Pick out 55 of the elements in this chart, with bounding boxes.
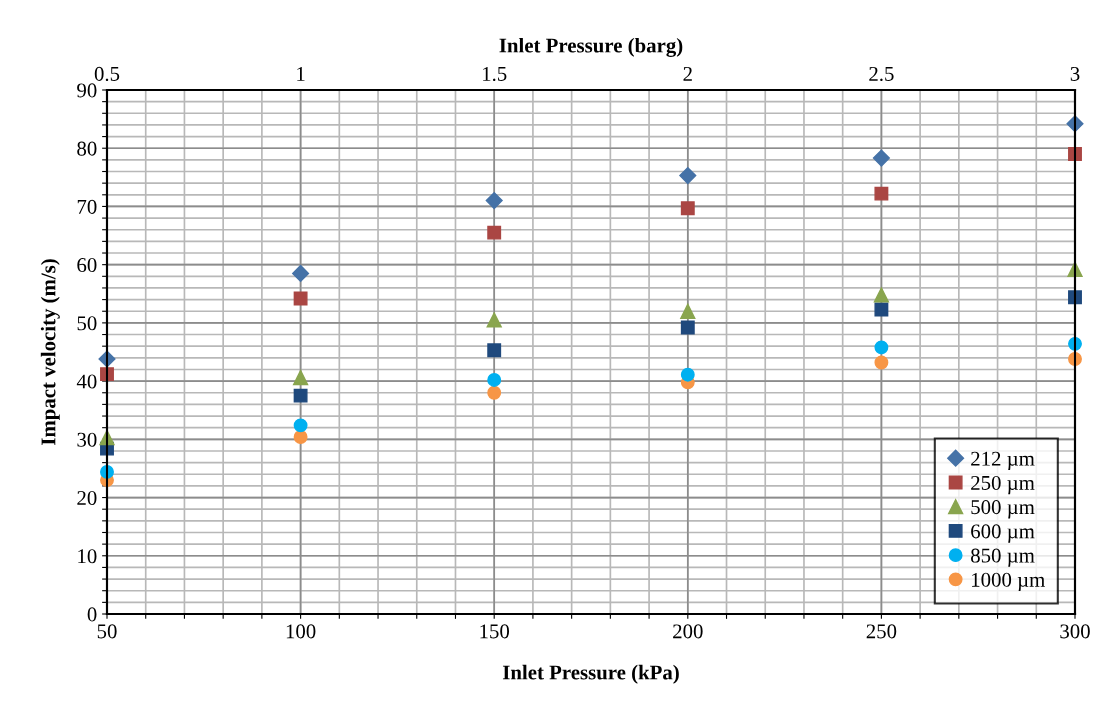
point bbox=[679, 167, 697, 185]
y-tick-label: 40 bbox=[76, 374, 97, 389]
x-tick-label: 150 bbox=[480, 624, 510, 639]
point bbox=[293, 291, 308, 306]
point bbox=[874, 355, 889, 370]
legend-label: 212 µm bbox=[971, 451, 1035, 470]
x2-tick-label: 0.5 bbox=[94, 66, 120, 81]
point bbox=[872, 149, 890, 167]
legend-label: 1000 µm bbox=[972, 572, 1045, 592]
x-axis-title: Inlet Pressure (kPa) bbox=[502, 664, 679, 684]
legend-label: 500 µm bbox=[971, 500, 1035, 519]
point bbox=[487, 343, 502, 358]
y-tick-label: 10 bbox=[78, 549, 97, 564]
point bbox=[487, 385, 502, 400]
y-tick-label: 20 bbox=[77, 490, 97, 505]
point bbox=[680, 303, 696, 319]
x-tick-label: 250 bbox=[866, 624, 897, 639]
point bbox=[293, 388, 308, 403]
legend-label: 250 µm bbox=[971, 475, 1035, 495]
y-tick-label: 0 bbox=[87, 607, 97, 622]
y-tick-label: 60 bbox=[77, 258, 97, 273]
point bbox=[680, 320, 695, 335]
y-tick-label: 80 bbox=[77, 141, 97, 156]
point bbox=[292, 369, 309, 386]
y-tick-label: 70 bbox=[77, 199, 97, 214]
legend-label: 850 µm bbox=[971, 548, 1035, 567]
x2-tick-label: 2.5 bbox=[869, 66, 894, 81]
point bbox=[293, 418, 308, 433]
point bbox=[100, 367, 114, 382]
x-tick-label: 300 bbox=[1060, 624, 1090, 639]
x-tick-label: 200 bbox=[673, 624, 703, 639]
y-axis-title: Impact velocity (m/s) bbox=[40, 259, 60, 446]
x2-axis-title: Inlet Pressure (barg) bbox=[499, 37, 683, 57]
x-tick-label: 100 bbox=[286, 624, 316, 639]
legend-label: 600 µm bbox=[971, 524, 1035, 543]
x2-tick-label: 1.5 bbox=[483, 66, 507, 81]
point bbox=[874, 186, 889, 201]
x2-tick-label: 2 bbox=[683, 66, 692, 81]
y-tick-label: 30 bbox=[77, 432, 97, 447]
point bbox=[485, 192, 503, 210]
point bbox=[292, 264, 310, 282]
x2-tick-label: 1 bbox=[297, 66, 305, 81]
point bbox=[487, 373, 502, 387]
x-tick-label: 50 bbox=[97, 624, 117, 639]
y-tick-label: 90 bbox=[77, 83, 97, 98]
point bbox=[293, 430, 308, 444]
point bbox=[874, 302, 889, 317]
point bbox=[680, 201, 695, 216]
point bbox=[874, 340, 889, 355]
point bbox=[680, 367, 695, 382]
point bbox=[487, 225, 502, 240]
point bbox=[873, 287, 890, 303]
x2-tick-label: 3 bbox=[1070, 66, 1080, 81]
y-tick-label: 50 bbox=[77, 316, 97, 331]
point bbox=[486, 312, 502, 328]
